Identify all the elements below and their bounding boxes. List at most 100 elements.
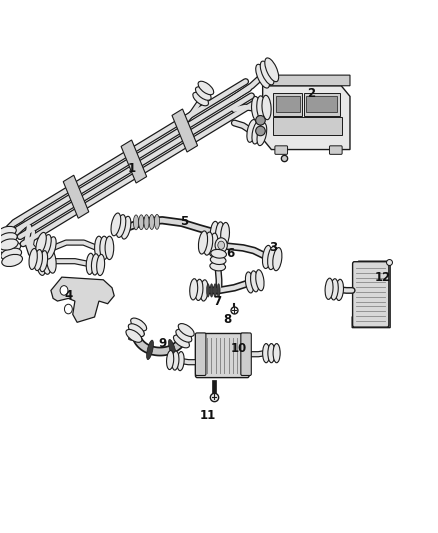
Ellipse shape <box>210 284 213 297</box>
Ellipse shape <box>134 215 139 230</box>
Ellipse shape <box>147 340 153 360</box>
Ellipse shape <box>173 335 190 348</box>
Ellipse shape <box>211 249 226 258</box>
Ellipse shape <box>154 214 159 229</box>
Ellipse shape <box>251 271 259 292</box>
Ellipse shape <box>116 215 126 237</box>
Ellipse shape <box>0 233 17 244</box>
Text: 9: 9 <box>158 337 166 350</box>
Text: 5: 5 <box>180 215 188 228</box>
Ellipse shape <box>0 242 21 254</box>
Ellipse shape <box>260 61 274 85</box>
Ellipse shape <box>217 284 220 297</box>
Text: 3: 3 <box>269 241 278 254</box>
FancyBboxPatch shape <box>276 96 300 112</box>
Ellipse shape <box>273 344 280 363</box>
Ellipse shape <box>215 222 224 245</box>
Ellipse shape <box>128 324 144 337</box>
Ellipse shape <box>204 232 213 255</box>
FancyBboxPatch shape <box>273 93 302 116</box>
FancyBboxPatch shape <box>304 93 339 116</box>
Ellipse shape <box>178 324 194 336</box>
Ellipse shape <box>36 232 46 255</box>
FancyBboxPatch shape <box>241 333 251 375</box>
Ellipse shape <box>325 278 333 300</box>
Ellipse shape <box>2 254 22 266</box>
FancyBboxPatch shape <box>195 333 206 375</box>
Ellipse shape <box>92 254 99 275</box>
Ellipse shape <box>46 237 56 259</box>
FancyBboxPatch shape <box>121 140 147 183</box>
FancyBboxPatch shape <box>273 117 342 135</box>
Ellipse shape <box>172 351 179 370</box>
Ellipse shape <box>95 236 103 260</box>
Polygon shape <box>352 261 390 328</box>
Ellipse shape <box>128 332 145 340</box>
Ellipse shape <box>29 248 37 270</box>
Ellipse shape <box>176 329 192 342</box>
Polygon shape <box>263 86 350 150</box>
Polygon shape <box>51 277 114 322</box>
Ellipse shape <box>169 340 176 359</box>
Ellipse shape <box>0 239 18 250</box>
Ellipse shape <box>139 215 144 230</box>
Ellipse shape <box>198 81 214 95</box>
Ellipse shape <box>34 249 42 271</box>
Ellipse shape <box>330 279 338 300</box>
Ellipse shape <box>268 344 275 363</box>
Ellipse shape <box>0 227 16 238</box>
Circle shape <box>218 241 225 249</box>
Ellipse shape <box>221 222 230 246</box>
Ellipse shape <box>177 352 184 370</box>
Ellipse shape <box>86 253 94 274</box>
Ellipse shape <box>190 279 198 300</box>
Ellipse shape <box>97 254 105 276</box>
Text: 1: 1 <box>127 161 136 175</box>
Ellipse shape <box>252 121 261 144</box>
Ellipse shape <box>209 233 218 256</box>
Circle shape <box>60 286 68 295</box>
Ellipse shape <box>210 262 226 271</box>
Text: 10: 10 <box>230 342 247 356</box>
Ellipse shape <box>265 58 279 82</box>
Text: 4: 4 <box>64 289 73 302</box>
Text: 6: 6 <box>226 247 234 260</box>
Ellipse shape <box>105 236 114 260</box>
Ellipse shape <box>262 245 272 269</box>
Ellipse shape <box>263 344 270 363</box>
Text: 7: 7 <box>213 295 221 308</box>
Ellipse shape <box>144 215 149 230</box>
Ellipse shape <box>126 329 142 342</box>
Ellipse shape <box>166 351 174 369</box>
Ellipse shape <box>193 92 208 106</box>
Ellipse shape <box>195 87 211 100</box>
Ellipse shape <box>100 236 109 260</box>
Ellipse shape <box>1 248 21 260</box>
Ellipse shape <box>257 123 267 146</box>
Ellipse shape <box>273 248 282 271</box>
Ellipse shape <box>36 250 46 276</box>
Ellipse shape <box>268 246 277 270</box>
Circle shape <box>215 238 227 253</box>
Ellipse shape <box>46 248 56 273</box>
Ellipse shape <box>251 96 261 121</box>
Ellipse shape <box>111 213 121 236</box>
FancyBboxPatch shape <box>353 262 389 327</box>
Ellipse shape <box>247 119 257 142</box>
FancyBboxPatch shape <box>172 109 198 152</box>
Ellipse shape <box>256 116 265 125</box>
FancyBboxPatch shape <box>329 146 342 155</box>
Ellipse shape <box>245 272 254 293</box>
Ellipse shape <box>256 126 265 136</box>
Ellipse shape <box>131 318 147 331</box>
Polygon shape <box>263 75 350 86</box>
Ellipse shape <box>195 279 203 301</box>
Ellipse shape <box>257 96 266 120</box>
Ellipse shape <box>198 231 208 254</box>
Ellipse shape <box>121 216 131 239</box>
Text: 2: 2 <box>307 87 315 100</box>
Ellipse shape <box>256 64 269 88</box>
FancyBboxPatch shape <box>275 146 288 155</box>
Ellipse shape <box>210 256 226 264</box>
FancyBboxPatch shape <box>63 175 89 218</box>
